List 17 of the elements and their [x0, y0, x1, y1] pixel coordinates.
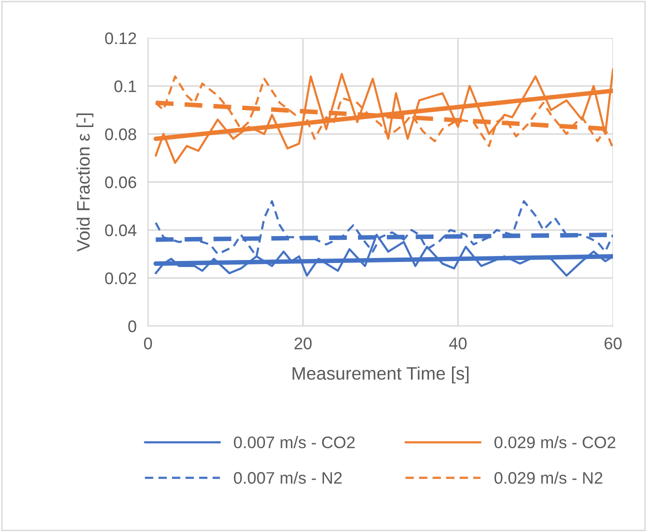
- legend-label: 0.007 m/s - N2: [234, 472, 342, 484]
- y-tick-label: 0.12: [105, 32, 136, 44]
- y-tick-label: 0: [128, 320, 136, 332]
- legend-label: 0.029 m/s - N2: [494, 472, 602, 484]
- x-tick-label: 20: [294, 338, 312, 350]
- y-tick-label: 0.1: [114, 80, 136, 92]
- x-tick-label: 60: [604, 338, 622, 350]
- y-tick-label: 0.04: [105, 224, 136, 236]
- x-tick-label: 40: [449, 338, 467, 350]
- x-tick-label: 0: [144, 338, 152, 350]
- y-axis-title: Void Fraction ε [-]: [76, 114, 94, 252]
- y-tick-label: 0.02: [105, 272, 136, 284]
- legend-label: 0.007 m/s - CO2: [234, 436, 355, 448]
- legend-label: 0.029 m/s - CO2: [494, 436, 616, 448]
- y-tick-label: 0.08: [105, 128, 136, 140]
- y-tick-label: 0.06: [105, 176, 136, 188]
- x-axis-title: Measurement Time [s]: [292, 366, 469, 384]
